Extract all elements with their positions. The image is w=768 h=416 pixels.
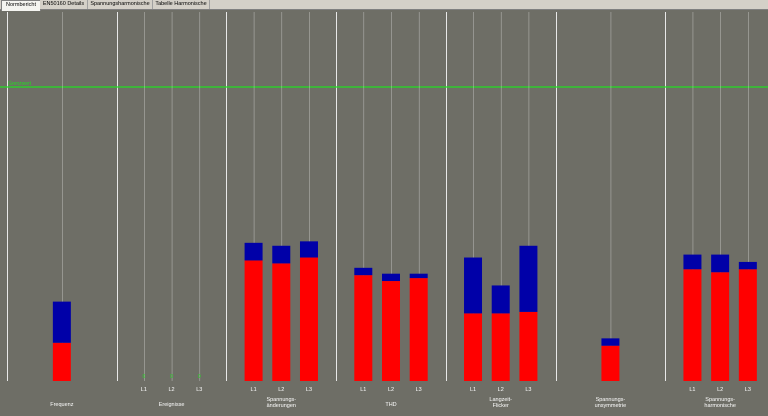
bar-extra (601, 338, 620, 346)
category-label: L1 (689, 387, 695, 393)
bar-base (354, 275, 373, 381)
bar-base (711, 272, 730, 381)
category-label: L2 (498, 387, 504, 393)
group-label: Spannungs- (705, 397, 735, 403)
category-label: L2 (169, 387, 175, 393)
bar-extra (244, 242, 263, 261)
limit-label: Grenzwert (8, 81, 32, 87)
bar-base (464, 313, 483, 381)
group-label: harmonische (704, 403, 736, 409)
bar-extra (464, 257, 483, 314)
bar-extra (491, 285, 510, 314)
category-label: L3 (306, 387, 312, 393)
bar-extra (382, 273, 400, 282)
group-label: Spannungs- (266, 397, 296, 403)
bar-base (519, 311, 538, 381)
bar-extra (299, 241, 318, 258)
bar-extra (409, 273, 428, 279)
category-label: L3 (745, 387, 751, 393)
category-label: L2 (278, 387, 284, 393)
category-label: L3 (525, 387, 531, 393)
tab-spannungsharmonische[interactable]: Spannungsharmonische (88, 0, 153, 9)
bar-base (244, 260, 263, 381)
bar-base (382, 281, 400, 381)
zero-marker: 0 (198, 374, 201, 380)
category-label: L1 (360, 387, 366, 393)
bar-base (409, 278, 428, 381)
tab-tabelle-harmonische[interactable]: Tabelle Harmonische (153, 0, 210, 9)
bar-base (491, 313, 510, 381)
bar-extra (272, 245, 291, 264)
category-label: L1 (251, 387, 257, 393)
bar-extra (711, 254, 730, 273)
bar-extra (354, 267, 373, 276)
group-label: Spannungs- (596, 397, 626, 403)
category-label: L1 (141, 387, 147, 393)
group-label: THD (385, 402, 396, 408)
bar-extra (738, 261, 757, 270)
group-label: Ereignisse (159, 402, 185, 408)
bar-base (738, 269, 757, 381)
group-label: änderungen (267, 403, 296, 409)
group-label: unsymmetrie (595, 403, 626, 409)
tab-bar: Normbericht EN50160 Details Spannungshar… (0, 0, 768, 11)
group-label: Langzeit- (489, 397, 512, 403)
bar-extra (683, 254, 702, 270)
category-label: L3 (416, 387, 422, 393)
bar-base (299, 257, 318, 381)
bar-base (52, 342, 71, 381)
group-label: Flicker (493, 403, 509, 409)
group-label: Frequenz (50, 402, 73, 408)
bar-extra (519, 245, 538, 312)
category-label: L2 (717, 387, 723, 393)
bar-extra (52, 301, 71, 343)
category-label: L1 (470, 387, 476, 393)
category-label: L2 (388, 387, 394, 393)
bar-base (683, 269, 702, 381)
tab-en50160-details[interactable]: EN50160 Details (40, 0, 88, 9)
category-label: L3 (196, 387, 202, 393)
norm-chart: Grenzwert Frequenz 0 L1 0 L2 0 L3 Ereignisse L1 L2… (0, 12, 768, 409)
bar-base (601, 345, 620, 381)
bar-base (272, 263, 291, 381)
zero-marker: 0 (142, 374, 145, 380)
zero-marker: 0 (170, 374, 173, 380)
